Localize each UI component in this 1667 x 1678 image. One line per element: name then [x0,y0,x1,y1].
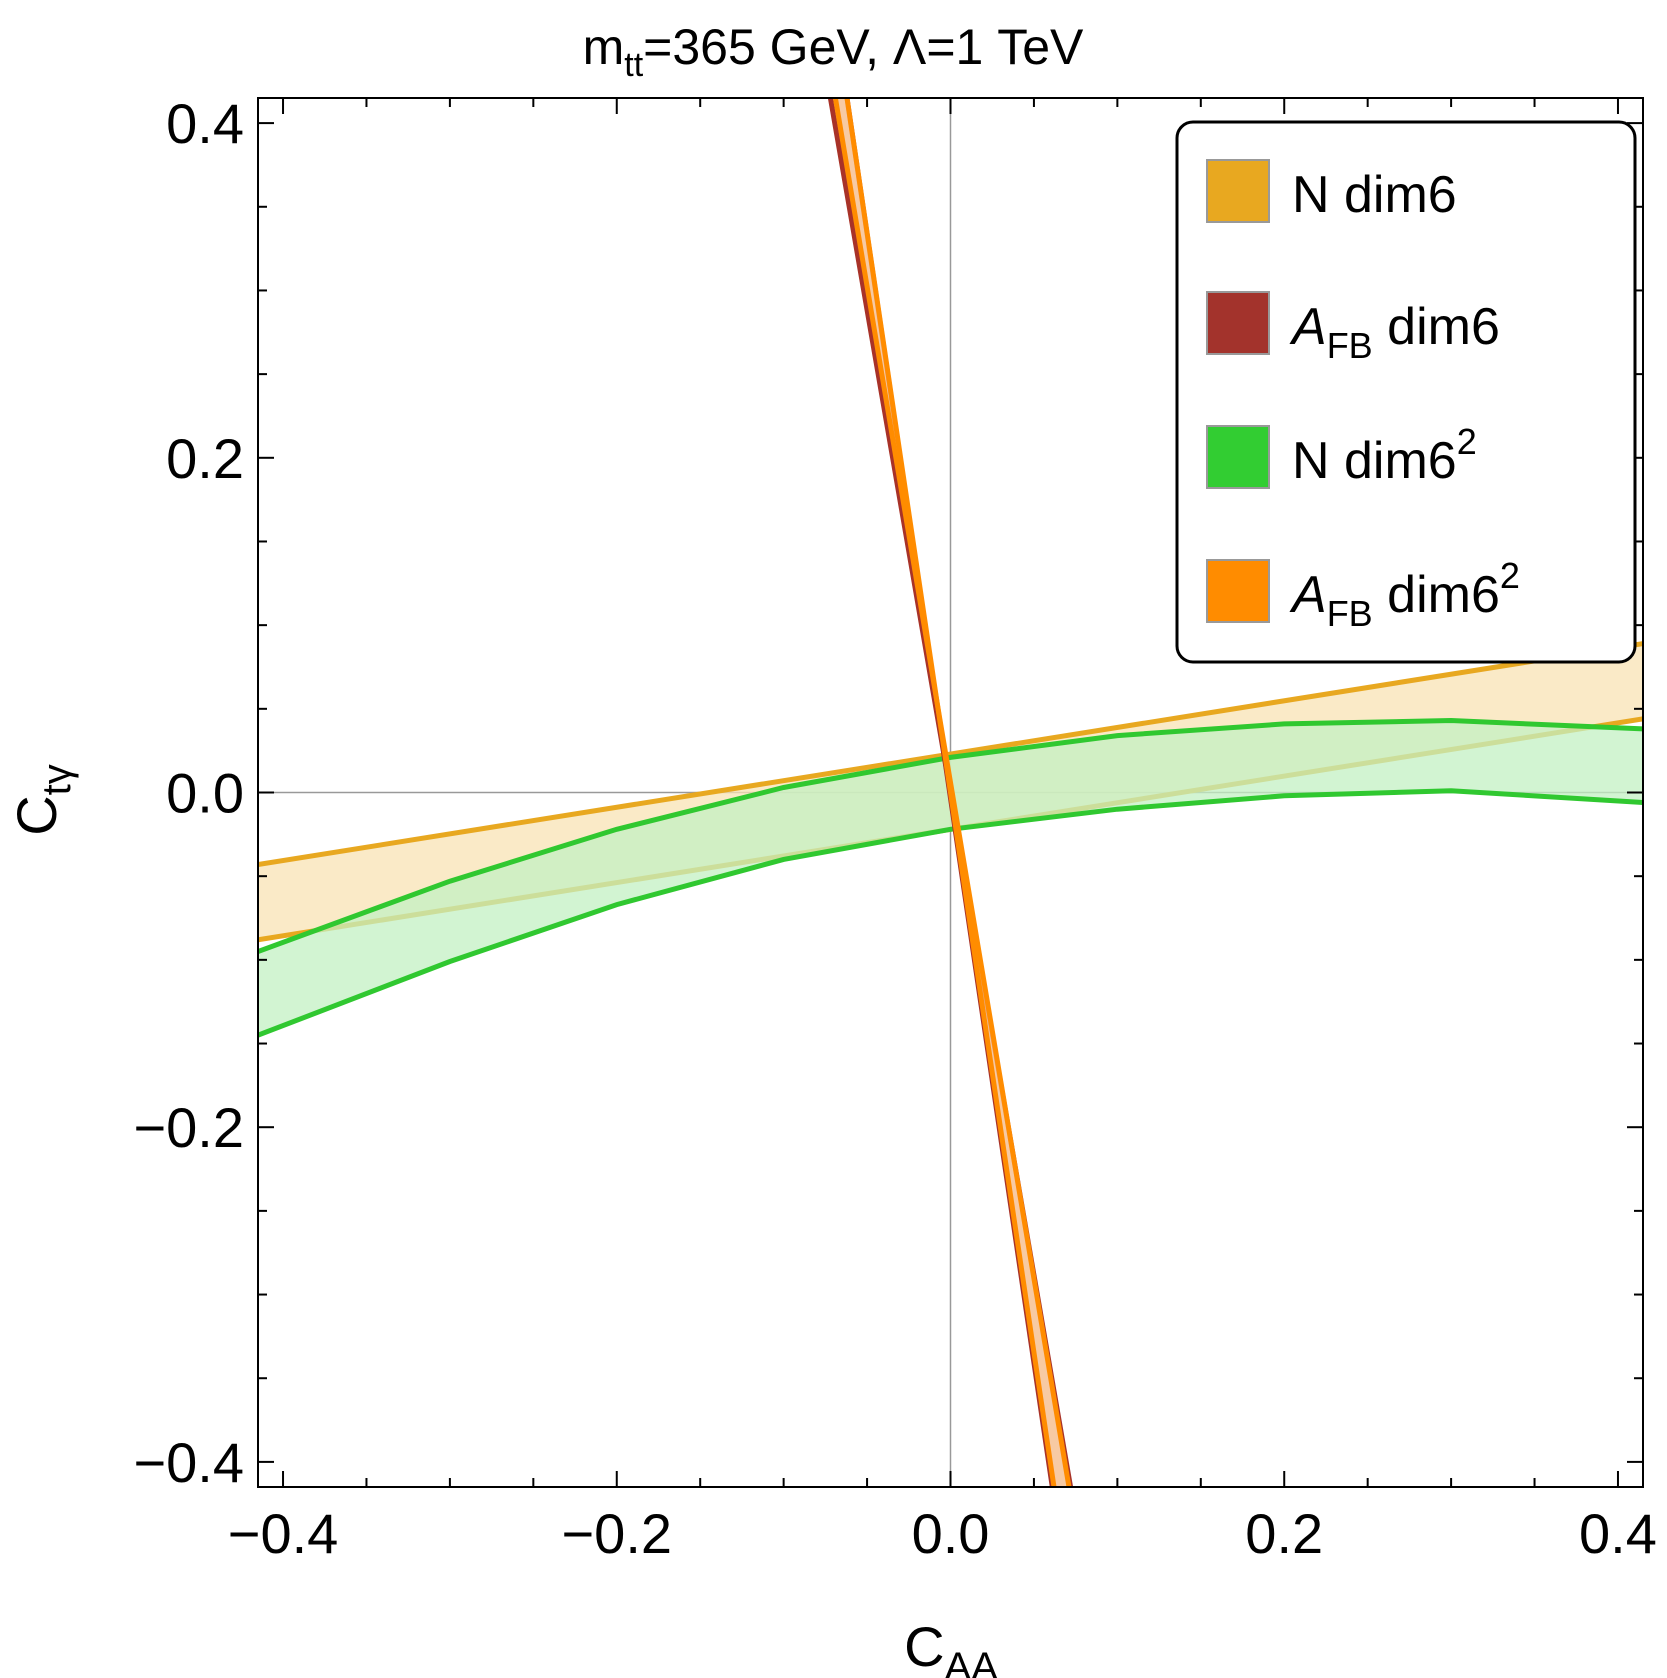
band-n-dim6-2-lower [258,788,1643,1038]
y-tick-label: −0.2 [133,1096,244,1159]
legend-swatch-n-dim6 [1206,159,1270,223]
legend-label-afb-dim6-sq: AFB dim62 [1289,555,1520,634]
legend-label-n-dim6-sq: N dim62 [1292,421,1477,490]
legend-label-afb-dim6: AFB dim6 [1289,298,1500,366]
legend-swatch-n-dim6-sq [1206,425,1270,489]
legend-swatch-afb-dim6-sq [1206,559,1270,623]
x-tick-label: 0.0 [912,1502,990,1565]
bands-layer [258,98,1643,1487]
x-tick-label: −0.2 [561,1502,672,1565]
y-tick-label: 0.2 [166,427,244,490]
y-tick-label: 0.0 [166,762,244,825]
x-axis-title: CAA [904,1615,998,1678]
y-tick-label: −0.4 [133,1431,244,1494]
band-n-dim6-2-upper [258,717,1643,954]
axis-ticks [258,98,1643,1487]
y-axis-title: Ctγ [5,764,79,836]
legend-label-n-dim6: N dim6 [1292,166,1457,224]
x-tick-label: −0.4 [228,1502,339,1565]
legend: N dim6 AFB dim6 N dim62 AFB dim62 [1175,120,1637,664]
x-tick-label: 0.4 [1579,1502,1657,1565]
y-tick-label: 0.4 [166,92,244,155]
band-a-fb-dim6-2-lower [844,98,1057,1487]
tick-labels: −0.4 −0.2 0.0 0.2 0.4 −0.4 −0.2 0.0 0.2 0.4 [133,92,1656,1565]
legend-swatch-afb-dim6 [1206,291,1270,355]
x-tick-label: 0.2 [1245,1502,1323,1565]
legend-box [1175,120,1637,664]
chart-title: mtt=365 GeV, Λ=1 TeV [583,19,1084,84]
band-n-dim6-upper [258,641,1643,867]
